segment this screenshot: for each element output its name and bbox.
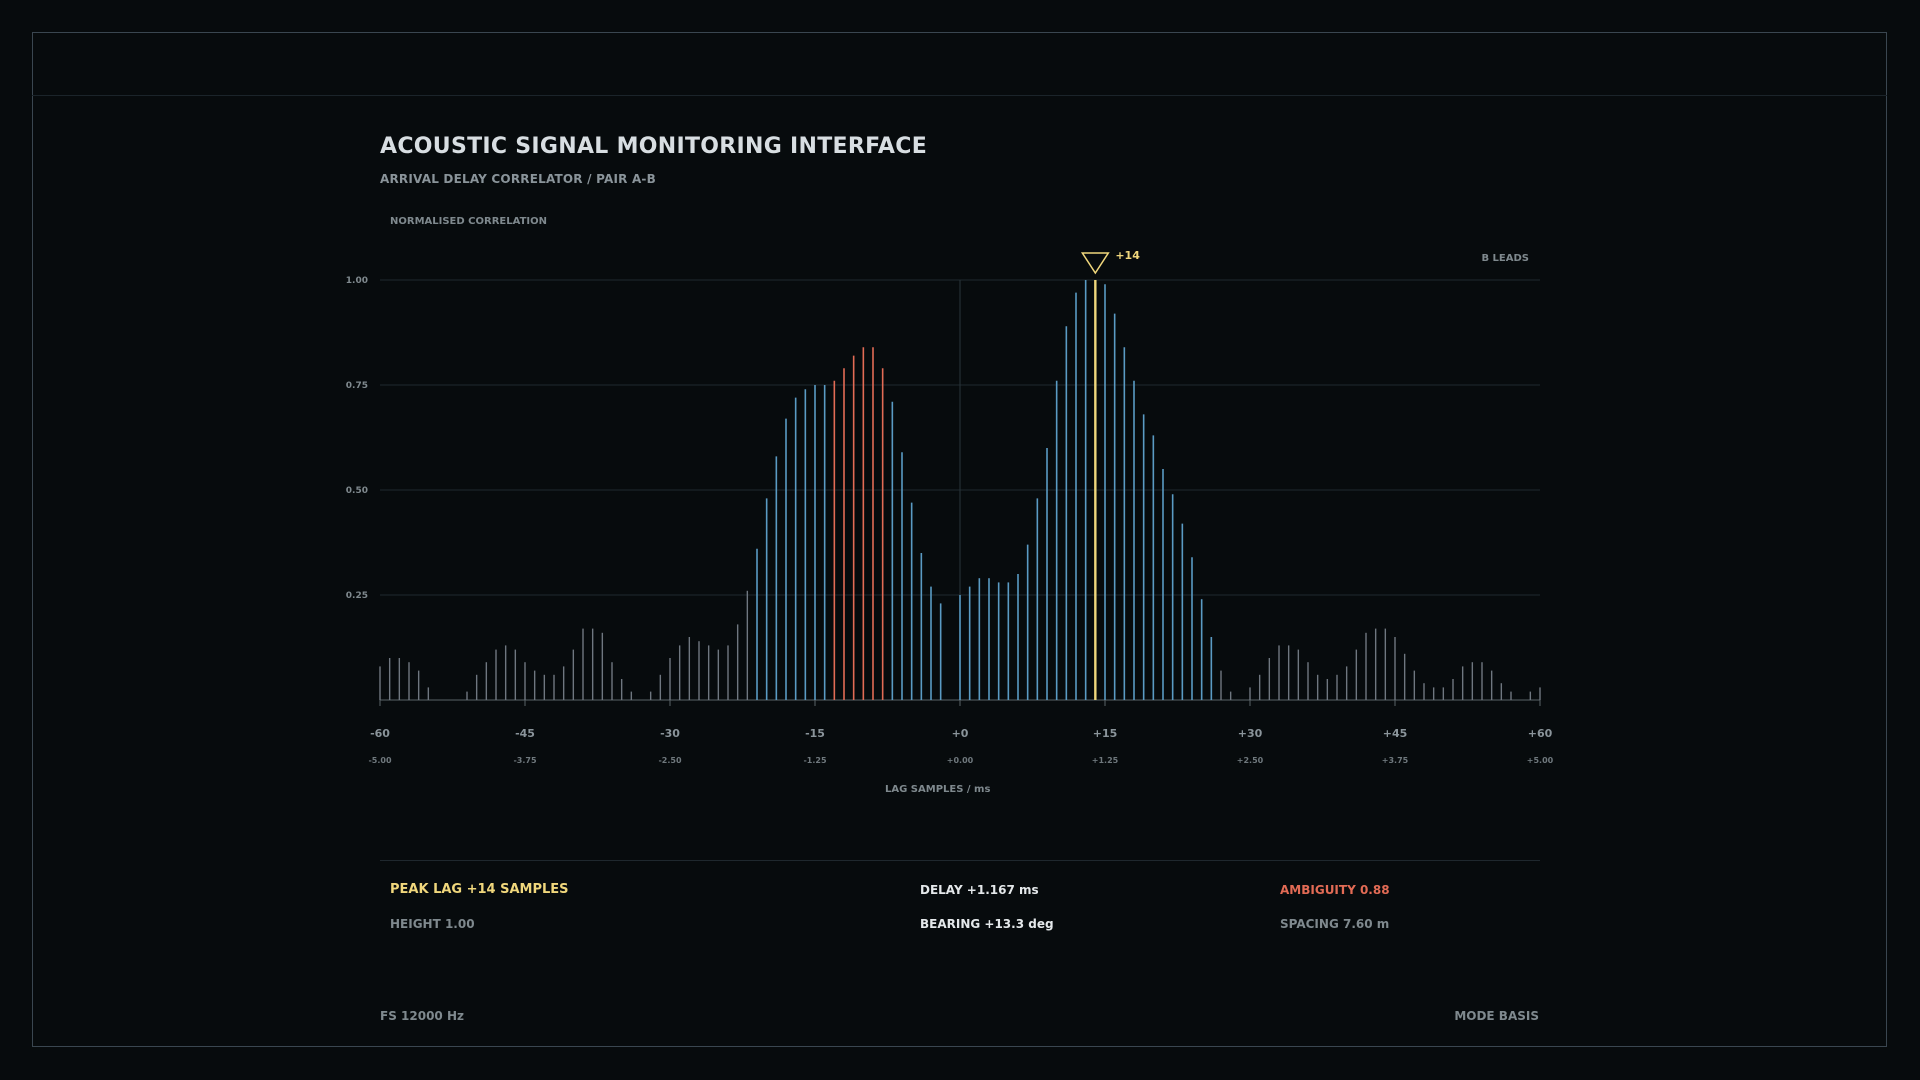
x-ms-tick-label: +5.00 [1527, 756, 1554, 765]
y-axis-label: NORMALISED CORRELATION [390, 216, 547, 227]
x-ms-tick-label: -2.50 [658, 756, 681, 765]
x-tick-label: +45 [1383, 727, 1408, 740]
peak-lag-readout: PEAK LAG +14 SAMPLES [390, 882, 569, 897]
y-tick-label: 0.75 [346, 381, 368, 391]
mode-label: MODE BASIS [1454, 1009, 1539, 1023]
x-ms-tick-label: +1.25 [1092, 756, 1119, 765]
x-tick-label: +0 [952, 727, 969, 740]
x-ms-tick-label: -1.25 [803, 756, 826, 765]
lead-indicator-label: B LEADS [1481, 253, 1529, 264]
x-axis-label: LAG SAMPLES / ms [885, 784, 991, 795]
bearing-readout: BEARING +13.3 deg [920, 917, 1054, 931]
header-divider [32, 95, 1887, 96]
x-ms-tick-label: -3.75 [513, 756, 536, 765]
page-subtitle: ARRIVAL DELAY CORRELATOR / PAIR A-B [380, 172, 656, 186]
peak-marker-label: +14 [1115, 249, 1140, 262]
readout-divider [380, 860, 1540, 861]
bar-series [379, 280, 1541, 700]
x-tick-label: -30 [660, 727, 680, 740]
outer-frame [32, 32, 1887, 1047]
peak-marker-icon [1080, 252, 1110, 275]
y-tick-label: 1.00 [346, 276, 368, 286]
ambiguity-readout: AMBIGUITY 0.88 [1280, 883, 1390, 897]
axis-ticks: 1.00 0.75 0.50 0.25 -60 -5.00 -45 -3.75 -30 -2.50… [346, 276, 1554, 765]
x-tick-label: -15 [805, 727, 825, 740]
page-title: ACOUSTIC SIGNAL MONITORING INTERFACE [380, 134, 928, 159]
height-readout: HEIGHT 1.00 [390, 917, 475, 931]
x-tick-label: -60 [370, 727, 390, 740]
x-tick-label: +15 [1093, 727, 1118, 740]
delay-readout: DELAY +1.167 ms [920, 883, 1039, 897]
sample-rate-label: FS 12000 Hz [380, 1009, 464, 1023]
x-tick-label: +30 [1238, 727, 1263, 740]
x-ms-tick-label: +2.50 [1237, 756, 1264, 765]
x-ms-tick-label: +0.00 [947, 756, 974, 765]
y-tick-label: 0.25 [346, 591, 368, 601]
x-tick-label: -45 [515, 727, 535, 740]
peak-marker-group: +14 [1080, 249, 1140, 275]
y-tick-label: 0.50 [346, 486, 368, 496]
x-ms-tick-label: +3.75 [1382, 756, 1409, 765]
x-ms-tick-label: -5.00 [368, 756, 391, 765]
x-tick-label: +60 [1528, 727, 1553, 740]
spacing-readout: SPACING 7.60 m [1280, 917, 1390, 931]
